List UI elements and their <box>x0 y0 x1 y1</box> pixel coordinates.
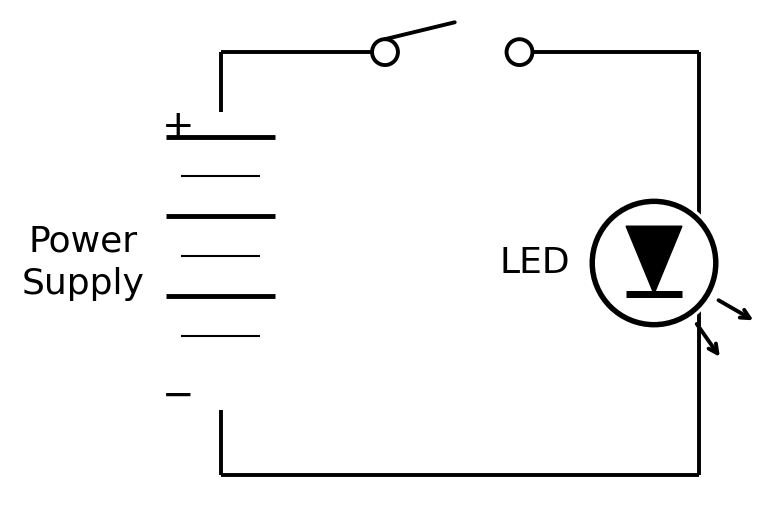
Text: Power
Supply: Power Supply <box>21 225 145 301</box>
Text: LED: LED <box>499 246 570 280</box>
Text: +: + <box>162 108 194 145</box>
Text: −: − <box>162 376 194 414</box>
Circle shape <box>588 196 721 330</box>
Polygon shape <box>626 226 682 294</box>
